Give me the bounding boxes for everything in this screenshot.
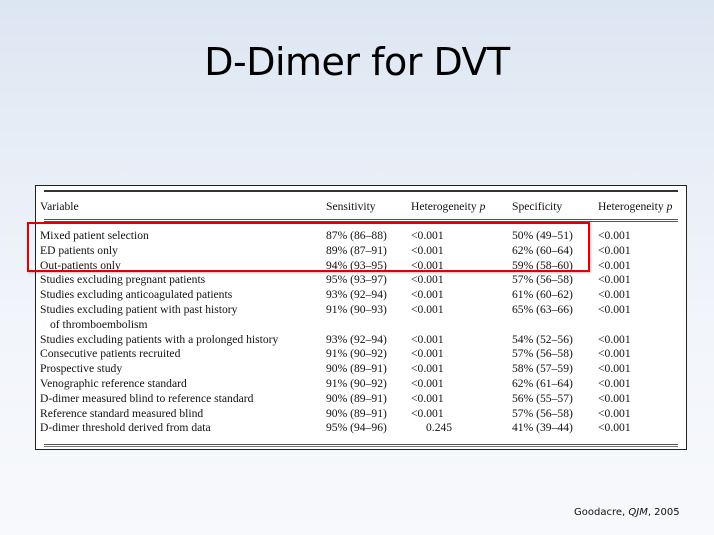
row-variable: Studies excluding patient with past hist… [40, 303, 238, 316]
slide-title: D-Dimer for DVT [204, 40, 510, 84]
row-sensitivity: 91% (90–92) [326, 347, 387, 361]
highlight-box [27, 222, 590, 272]
row-specificity: 41% (39–44) [512, 421, 573, 435]
row-variable: Studies excluding anticoagulated patient… [40, 288, 233, 302]
row-heterogeneity-specificity: <0.001 [598, 347, 631, 361]
row-sensitivity: 90% (89–91) [326, 406, 387, 420]
row-variable: Consecutive patients recruited [40, 347, 181, 361]
row-heterogeneity-sensitivity: 0.245 [426, 421, 453, 435]
row-specificity: 57% (56–58) [512, 347, 573, 361]
row-heterogeneity-specificity: <0.001 [598, 406, 631, 420]
row-sensitivity: 91% (90–92) [326, 377, 387, 390]
row-heterogeneity-sensitivity: <0.001 [411, 288, 444, 302]
row-variable: Reference standard measured blind [40, 406, 204, 420]
row-variable: D-dimer threshold derived from data [40, 421, 211, 435]
row-specificity: 59% (58–60) [512, 258, 573, 272]
row-specificity: 62% (60–64) [512, 243, 573, 257]
header-specificity: Specificity [512, 200, 563, 213]
header-variable: Variable [40, 200, 79, 213]
row-heterogeneity-sensitivity: <0.001 [411, 332, 444, 346]
row-heterogeneity-sensitivity: <0.001 [411, 229, 444, 242]
row-sensitivity: 90% (89–91) [326, 362, 387, 376]
row-heterogeneity-specificity: <0.001 [598, 303, 631, 316]
row-heterogeneity-sensitivity: <0.001 [411, 347, 444, 361]
row-variable: Prospective study [40, 362, 123, 376]
row-sensitivity: 89% (87–91) [326, 243, 387, 257]
row-heterogeneity-specificity: <0.001 [598, 258, 631, 272]
results-table: Variable Sensitivity Heterogeneity p Spe… [35, 185, 687, 450]
row-specificity: 62% (61–64) [512, 377, 573, 390]
row-heterogeneity-specificity: <0.001 [598, 362, 631, 376]
row-heterogeneity-specificity: <0.001 [598, 229, 631, 242]
row-specificity: 65% (63–66) [512, 303, 573, 316]
row-sensitivity: 91% (90–93) [326, 303, 387, 316]
row-heterogeneity-sensitivity: <0.001 [411, 258, 444, 272]
table-top-rule [44, 190, 678, 192]
row-specificity: 54% (52–56) [512, 332, 573, 346]
row-heterogeneity-sensitivity: <0.001 [411, 391, 444, 405]
row-heterogeneity-sensitivity: <0.001 [411, 243, 444, 257]
header-heterogeneity-p-specificity: Heterogeneity p [598, 200, 673, 213]
row-variable: D-dimer measured blind to reference stan… [40, 391, 254, 405]
row-specificity: 56% (55–57) [512, 391, 573, 405]
row-specificity: 57% (56–58) [512, 273, 573, 287]
row-heterogeneity-specificity: <0.001 [598, 421, 631, 435]
row-variable: Mixed patient selection [40, 229, 149, 242]
row-heterogeneity-sensitivity: <0.001 [411, 362, 444, 376]
header-sensitivity: Sensitivity [326, 200, 376, 213]
row-variable: Studies excluding pregnant patients [40, 273, 206, 287]
row-variable-continuation: of thromboembolism [50, 317, 148, 331]
row-heterogeneity-specificity: <0.001 [598, 332, 631, 346]
row-variable: Out-patients only [40, 258, 121, 272]
row-sensitivity: 90% (89–91) [326, 391, 387, 405]
row-heterogeneity-sensitivity: <0.001 [411, 377, 444, 390]
row-specificity: 58% (57–59) [512, 362, 573, 376]
row-heterogeneity-specificity: <0.001 [598, 288, 631, 302]
table-bottom-rule [44, 444, 678, 447]
row-sensitivity: 87% (86–88) [326, 229, 387, 242]
row-sensitivity: 95% (93–97) [326, 273, 387, 287]
row-heterogeneity-sensitivity: <0.001 [411, 406, 444, 420]
row-variable: Studies excluding patients with a prolon… [40, 332, 279, 346]
row-specificity: 57% (56–58) [512, 406, 573, 420]
row-heterogeneity-specificity: <0.001 [598, 391, 631, 405]
header-heterogeneity-p-sensitivity: Heterogeneity p [411, 200, 486, 213]
row-sensitivity: 93% (92–94) [326, 332, 387, 346]
citation: Goodacre, QJM, 2005 [574, 507, 680, 518]
row-sensitivity: 94% (93–95) [326, 258, 387, 272]
row-sensitivity: 93% (92–94) [326, 288, 387, 302]
table-header-rule [44, 219, 678, 222]
row-heterogeneity-sensitivity: <0.001 [411, 303, 444, 316]
row-heterogeneity-specificity: <0.001 [598, 273, 631, 287]
row-heterogeneity-sensitivity: <0.001 [411, 273, 444, 287]
row-variable: Venographic reference standard [40, 377, 187, 390]
row-specificity: 61% (60–62) [512, 288, 573, 302]
row-specificity: 50% (49–51) [512, 229, 573, 242]
row-variable: ED patients only [40, 243, 118, 257]
row-sensitivity: 95% (94–96) [326, 421, 387, 435]
row-heterogeneity-specificity: <0.001 [598, 377, 631, 390]
row-heterogeneity-specificity: <0.001 [598, 243, 631, 257]
